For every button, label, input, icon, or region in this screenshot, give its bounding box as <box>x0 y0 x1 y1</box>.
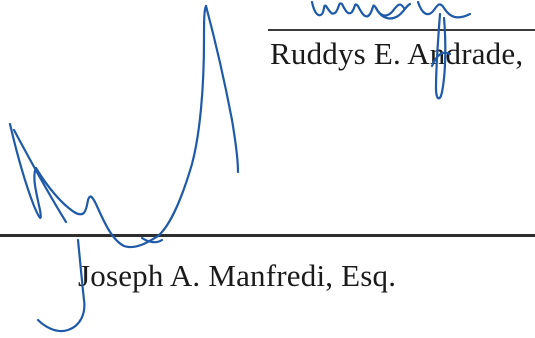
signatory-name-manfredi: Joseph A. Manfredi, Esq. <box>78 258 397 293</box>
signatory-name-andrade: Ruddys E. Andrade, <box>270 36 524 71</box>
signature-line-top <box>268 29 535 31</box>
signature-line-bottom <box>0 234 535 237</box>
